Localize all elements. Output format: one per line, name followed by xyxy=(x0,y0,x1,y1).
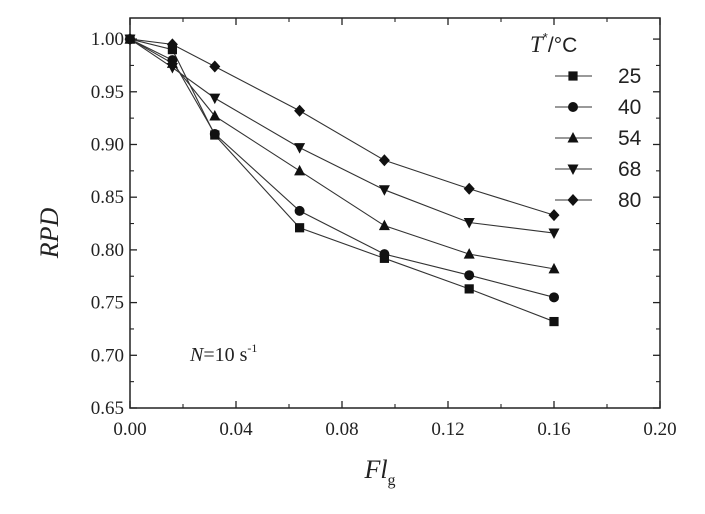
point-54-4 xyxy=(378,219,390,231)
series-line-80 xyxy=(129,38,555,216)
legend-marker-80 xyxy=(567,194,579,206)
point-40-2 xyxy=(209,128,220,139)
y-tick-label: 0.80 xyxy=(91,240,124,261)
point-68-4 xyxy=(378,185,390,196)
point-54-6 xyxy=(548,262,560,274)
y-tick-label: 1.00 xyxy=(91,29,124,50)
x-axis-title: Flg xyxy=(363,455,395,489)
point-80-6 xyxy=(548,209,560,222)
x-tick-label: 0.20 xyxy=(643,419,676,440)
point-68-3 xyxy=(294,143,306,154)
legend-marker-68 xyxy=(567,164,579,175)
series-line-54 xyxy=(129,38,555,270)
point-54-3 xyxy=(294,164,306,176)
point-80-3 xyxy=(294,104,306,117)
y-tick-label: 0.75 xyxy=(91,293,124,314)
annotation-rotation-speed: N=10 s-1 xyxy=(189,341,257,366)
legend-marker-54 xyxy=(567,132,579,143)
point-80-5 xyxy=(463,182,475,195)
point-80-2 xyxy=(209,60,221,73)
series-markers xyxy=(124,33,560,327)
legend-label-40: 40 xyxy=(618,96,641,119)
y-tick-label: 0.95 xyxy=(91,82,124,103)
series-line-25 xyxy=(129,38,555,323)
legend-marker-40 xyxy=(568,102,578,112)
point-25-5 xyxy=(464,284,474,294)
point-80-1 xyxy=(166,38,178,51)
x-axis-title-subscript: g xyxy=(388,472,396,489)
legend: T*/°C 25 40 54 68 80 xyxy=(530,30,642,212)
point-40-4 xyxy=(379,249,390,260)
point-54-2 xyxy=(209,110,221,121)
point-25-6 xyxy=(549,316,559,327)
y-axis-title: RPD xyxy=(35,208,64,260)
point-40-5 xyxy=(464,270,475,281)
x-tick-label: 0.16 xyxy=(537,419,570,440)
y-tick-label: 0.65 xyxy=(91,398,124,419)
y-tick-label: 0.90 xyxy=(91,134,124,155)
legend-marker-25 xyxy=(568,71,578,81)
series-lines xyxy=(129,38,555,323)
point-80-0 xyxy=(124,33,136,46)
axis-tick-labels: 0.00 0.04 0.08 0.12 0.16 0.20 0.65 0.70 0.75 0.80… xyxy=(91,29,677,440)
point-68-6 xyxy=(548,228,560,240)
point-40-3 xyxy=(294,205,305,216)
point-54-5 xyxy=(463,248,475,259)
x-tick-label: 0.00 xyxy=(113,419,146,440)
x-tick-label: 0.08 xyxy=(325,419,358,440)
x-tick-label: 0.12 xyxy=(431,419,464,440)
point-80-4 xyxy=(378,154,390,167)
legend-label-68: 68 xyxy=(618,158,641,181)
legend-label-80: 80 xyxy=(618,189,641,212)
legend-label-54: 54 xyxy=(618,127,642,150)
legend-label-25: 25 xyxy=(618,65,641,88)
legend-title: T*/°C xyxy=(530,30,577,57)
point-25-3 xyxy=(295,223,305,233)
point-40-6 xyxy=(549,292,559,303)
y-tick-label: 0.85 xyxy=(91,187,124,208)
point-68-5 xyxy=(463,217,475,229)
point-68-2 xyxy=(209,93,221,105)
y-tick-label: 0.70 xyxy=(91,345,124,366)
x-tick-label: 0.04 xyxy=(219,419,253,440)
point-68-1 xyxy=(166,63,178,74)
axis-ticks xyxy=(129,18,661,409)
